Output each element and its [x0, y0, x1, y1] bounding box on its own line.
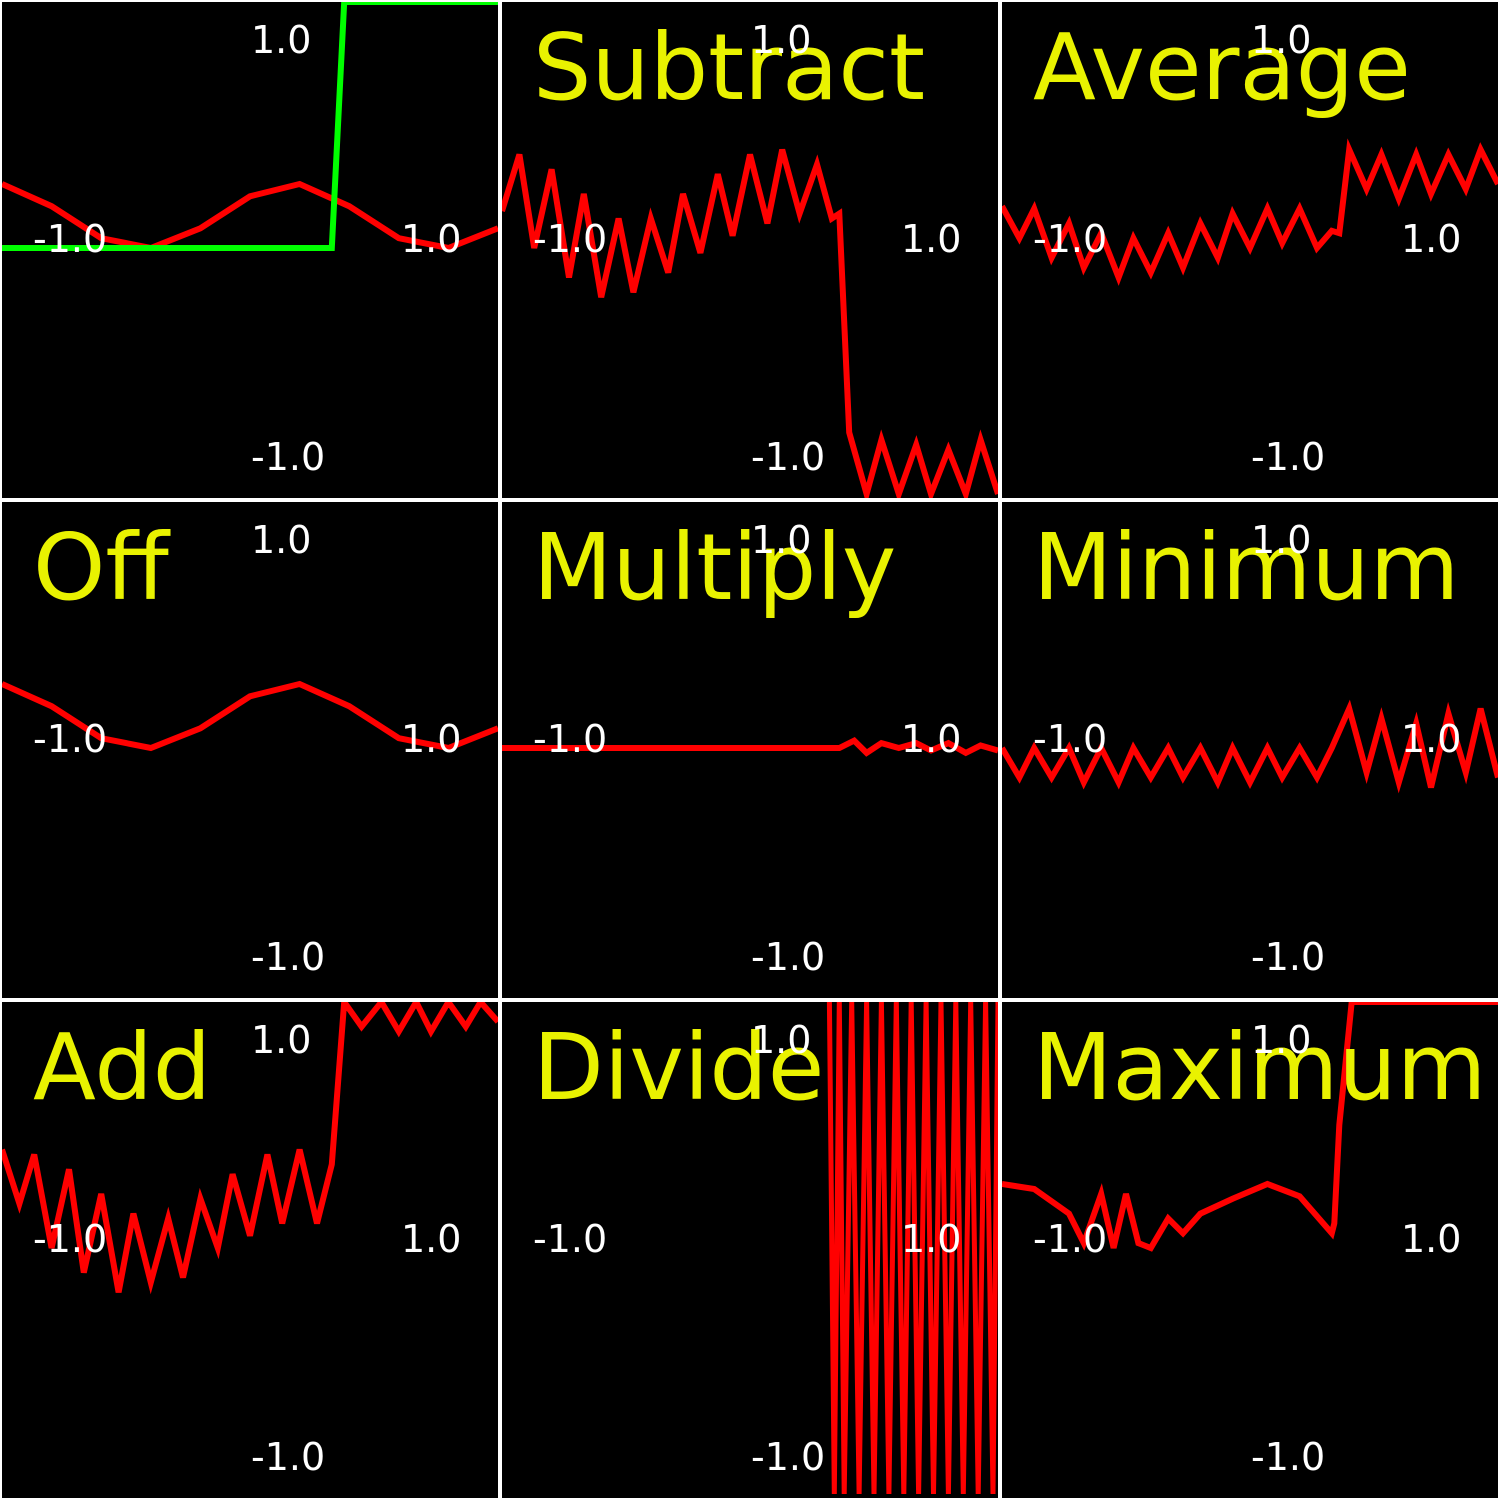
tick-label-x-max: 1.0 [1401, 717, 1462, 761]
chart-panel-maximum: Maximum 1.0 -1.0 1.0 -1.0 [1002, 1002, 1498, 1498]
tick-label-y-min: -1.0 [251, 435, 326, 479]
tick-label-x-min: -1.0 [33, 217, 108, 261]
chart-panel-average: Average 1.0 -1.0 1.0 -1.0 [1002, 2, 1498, 498]
tick-label-x-max: 1.0 [901, 717, 962, 761]
tick-label-y-max: 1.0 [1251, 18, 1312, 62]
plot-svg [1002, 1002, 1498, 1252]
series-line-result [2, 680, 498, 752]
series-line-result [1002, 699, 1498, 794]
chart-panel-subtract: Subtract 1.0 -1.0 1.0 -1.0 [502, 2, 998, 498]
tick-label-y-min: -1.0 [751, 435, 826, 479]
plot-svg [1002, 699, 1498, 794]
series-line-result [1002, 1002, 1498, 1252]
tick-label-y-max: 1.0 [751, 18, 812, 62]
tick-label-x-min: -1.0 [33, 717, 108, 761]
plot-svg [2, 680, 498, 752]
plot-svg [502, 736, 998, 757]
tick-label-y-max: 1.0 [1251, 1018, 1312, 1062]
tick-label-x-max: 1.0 [1401, 217, 1462, 261]
tick-label-x-max: 1.0 [901, 1217, 962, 1261]
chart-panel-minimum: Minimum 1.0 -1.0 1.0 -1.0 [1002, 502, 1498, 998]
tick-label-y-max: 1.0 [251, 18, 312, 62]
tick-label-y-min: -1.0 [251, 1435, 326, 1479]
chart-panel-add: Add 1.0 -1.0 1.0 -1.0 [2, 1002, 498, 1498]
tick-label-y-max: 1.0 [751, 518, 812, 562]
panel-title: Subtract [533, 14, 926, 121]
tick-label-x-min: -1.0 [33, 1217, 108, 1261]
chart-panel-multiply: Multiply 1.0 -1.0 1.0 -1.0 [502, 502, 998, 998]
tick-label-x-max: 1.0 [401, 717, 462, 761]
series-line-result [2, 180, 498, 252]
tick-label-x-max: 1.0 [901, 217, 962, 261]
tick-label-x-min: -1.0 [533, 217, 608, 261]
tick-label-x-min: -1.0 [533, 717, 608, 761]
plot-svg [2, 2, 498, 252]
tick-label-y-max: 1.0 [751, 1018, 812, 1062]
tick-label-y-min: -1.0 [751, 935, 826, 979]
series-line-square-wave [2, 2, 498, 251]
tick-label-x-max: 1.0 [401, 1217, 462, 1261]
plot-svg [2, 1002, 498, 1295]
panel-title: Average [1033, 14, 1411, 121]
tick-label-y-min: -1.0 [1251, 1435, 1326, 1479]
panel-title: Divide [533, 1014, 825, 1121]
series-line-result [1002, 138, 1498, 286]
tick-label-y-min: -1.0 [1251, 435, 1326, 479]
series-line-result [2, 1002, 498, 1295]
tick-label-y-min: -1.0 [251, 935, 326, 979]
chart-panel-divide: Divide 1.0 -1.0 1.0 -1.0 [502, 1002, 998, 1498]
panel-title: Maximum [1033, 1014, 1487, 1121]
tick-label-x-max: 1.0 [1401, 1217, 1462, 1261]
tick-label-y-min: -1.0 [751, 1435, 826, 1479]
tick-label-x-min: -1.0 [1033, 717, 1108, 761]
tick-label-y-max: 1.0 [1251, 518, 1312, 562]
tick-label-y-min: -1.0 [1251, 935, 1326, 979]
series-line-result [502, 736, 998, 757]
series-line-result [502, 148, 998, 498]
panel-title: Minimum [1033, 514, 1460, 621]
chart-panel-source: 1.0 -1.0 1.0 -1.0 [2, 2, 498, 498]
tick-label-x-min: -1.0 [533, 1217, 608, 1261]
plot-svg [502, 148, 998, 498]
tick-label-y-max: 1.0 [251, 1018, 312, 1062]
panel-title: Multiply [533, 514, 897, 621]
panel-title: Off [33, 514, 169, 621]
tick-label-x-max: 1.0 [401, 217, 462, 261]
panel-title: Add [33, 1014, 212, 1121]
tick-label-x-min: -1.0 [1033, 1217, 1108, 1261]
tick-label-x-min: -1.0 [1033, 217, 1108, 261]
chart-panel-off: Off 1.0 -1.0 1.0 -1.0 [2, 502, 498, 998]
plot-svg [1002, 138, 1498, 286]
tick-label-y-max: 1.0 [251, 518, 312, 562]
